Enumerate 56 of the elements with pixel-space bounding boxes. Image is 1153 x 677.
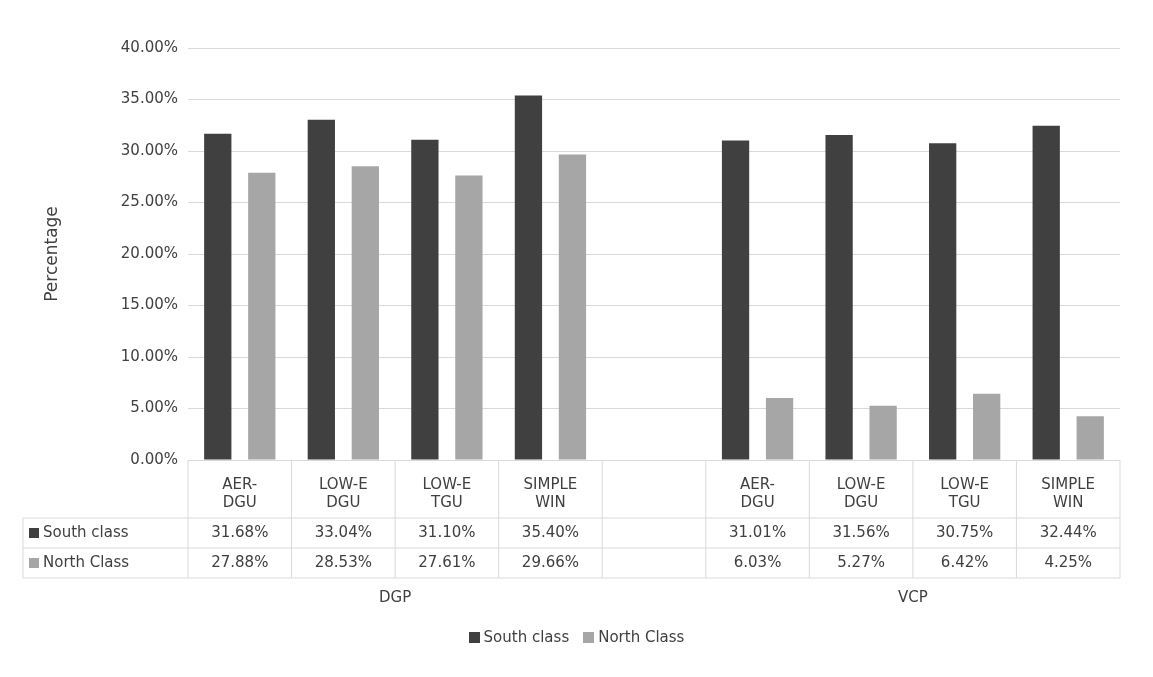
data-label: 31.68% <box>211 522 269 541</box>
bar <box>455 175 483 460</box>
y-tick-label: 0.00% <box>130 449 178 468</box>
data-label: 27.88% <box>211 552 269 571</box>
x-tick-label: SIMPLE WIN <box>523 474 578 511</box>
bar <box>204 133 232 460</box>
data-label: 30.75% <box>936 522 994 541</box>
text: South class <box>483 628 570 646</box>
bar <box>514 95 543 460</box>
bar <box>1032 125 1060 460</box>
y-tick-label: 20.00% <box>120 243 178 262</box>
x-tick-label: AER-DGU <box>740 474 776 511</box>
x-tick-label: LOW-E DGU <box>836 474 886 511</box>
bar <box>248 172 276 460</box>
data-label: 31.56% <box>832 522 890 541</box>
legend-label: South class <box>43 522 129 541</box>
legend-label: North Class <box>43 552 130 571</box>
x-tick-label: SIMPLE WIN <box>1041 474 1096 511</box>
y-tick-label: 40.00% <box>120 37 178 56</box>
bar <box>411 139 439 460</box>
data-label: 29.66% <box>521 552 580 571</box>
bar <box>869 405 897 460</box>
data-label: 35.40% <box>521 522 580 541</box>
bar <box>825 134 853 460</box>
data-label: 6.03% <box>733 552 782 571</box>
x-tick-label: LOW-E TGU <box>422 474 472 511</box>
bar <box>351 166 379 460</box>
x-tick-label: AER-DGU <box>222 474 258 511</box>
bar <box>1076 416 1104 460</box>
bar <box>929 143 957 460</box>
data-label: 5.27% <box>837 552 885 571</box>
data-label: 4.25% <box>1044 552 1093 571</box>
bar <box>973 393 1001 460</box>
y-tick-label: 25.00% <box>120 192 178 211</box>
y-tick-label: 15.00% <box>120 295 178 314</box>
text: North Class <box>598 628 685 646</box>
y-tick-label: 35.00% <box>120 89 178 108</box>
x-tick-label: LOW-E TGU <box>940 474 990 511</box>
data-label: 31.01% <box>728 522 787 541</box>
data-label: 6.42% <box>940 552 989 571</box>
y-tick-label: 5.00% <box>130 398 178 417</box>
data-label: 33.04% <box>314 522 372 541</box>
bar <box>307 119 335 460</box>
x-tick-label: LOW-E DGU <box>318 474 368 511</box>
y-tick-label: 30.00% <box>120 140 178 159</box>
data-label: 31.10% <box>418 522 476 541</box>
data-label: 32.44% <box>1039 522 1097 541</box>
bar <box>765 397 794 460</box>
text: DGP <box>378 587 412 606</box>
data-label: 28.53% <box>314 552 372 571</box>
bar <box>721 140 750 460</box>
text: VCP <box>898 587 928 606</box>
bar <box>558 154 587 460</box>
y-tick-label: 10.00% <box>120 346 178 365</box>
data-label: 27.61% <box>418 552 476 571</box>
y-axis-title: Percentage <box>40 206 61 302</box>
